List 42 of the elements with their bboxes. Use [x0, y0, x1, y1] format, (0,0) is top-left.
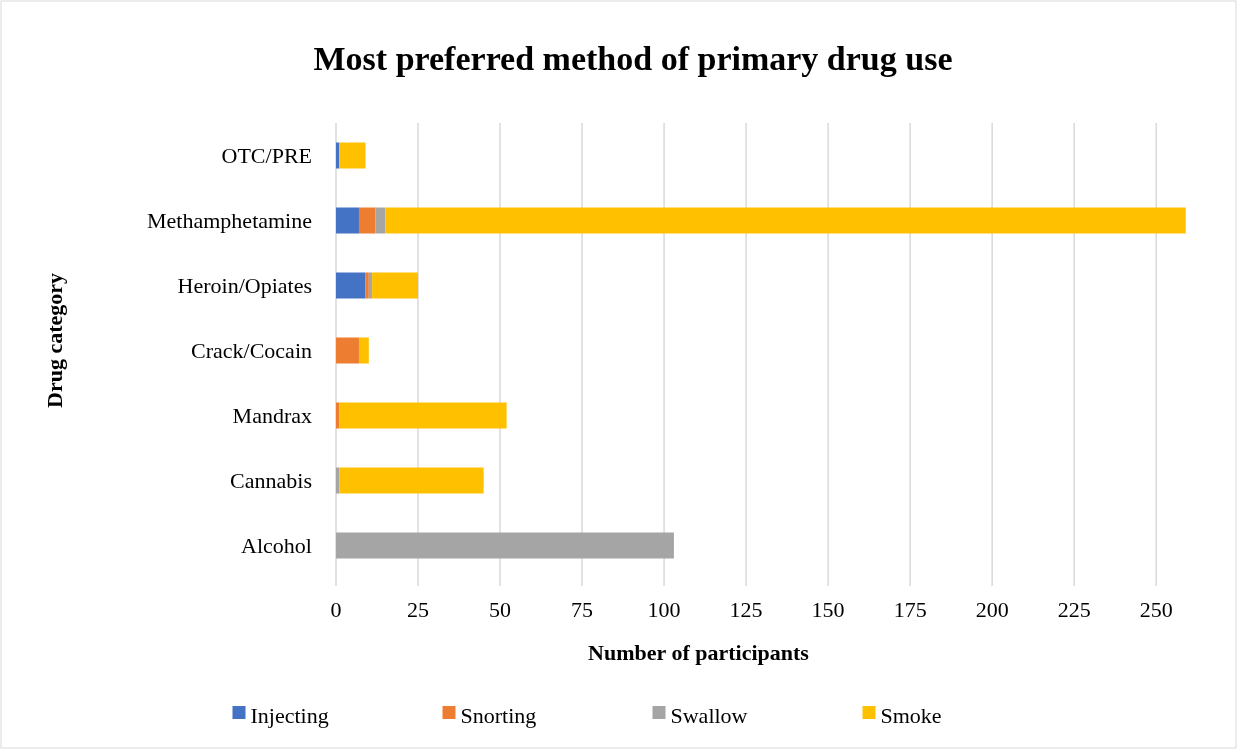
bar — [358, 337, 369, 364]
bar — [368, 272, 373, 299]
bar — [336, 402, 340, 429]
y-tick-label: Mandrax — [232, 403, 312, 429]
y-tick-label: OTC/PRE — [221, 143, 312, 169]
legend-label: Injecting — [250, 702, 329, 728]
legend-label: Smoke — [880, 702, 942, 728]
bar — [336, 467, 340, 494]
x-tick-label: 150 — [811, 597, 845, 622]
bar — [339, 467, 484, 494]
bar — [336, 337, 359, 364]
x-tick-label: 125 — [729, 597, 763, 622]
x-tick-label: 225 — [1057, 597, 1091, 622]
x-tick-label: 175 — [893, 597, 927, 622]
x-tick-label: 250 — [1139, 597, 1173, 622]
x-tick-label: 50 — [489, 597, 512, 622]
chart-title: Most preferred method of primary drug use — [313, 40, 953, 77]
bar — [336, 532, 674, 559]
bar — [358, 207, 376, 234]
bar — [339, 142, 366, 169]
bar — [365, 272, 369, 299]
bar — [339, 402, 507, 429]
x-axis-title: Number of participants — [588, 640, 810, 665]
bar — [375, 207, 386, 234]
x-tick-label: 100 — [647, 597, 681, 622]
y-tick-label: Heroin/Opiates — [177, 273, 312, 299]
y-tick-label: Methamphetamine — [147, 208, 312, 234]
x-tick-label: 0 — [330, 597, 342, 622]
y-tick-label: Cannabis — [230, 468, 312, 494]
legend-label: Snorting — [460, 702, 537, 728]
legend-label: Swallow — [670, 702, 748, 728]
x-tick-label: 75 — [571, 597, 594, 622]
y-tick-label: Alcohol — [241, 533, 312, 559]
bar — [336, 207, 359, 234]
y-tick-label: Crack/Cocain — [191, 338, 312, 364]
bar — [336, 272, 366, 299]
x-tick-label: 25 — [407, 597, 430, 622]
bar — [385, 207, 1186, 234]
bar — [372, 272, 419, 299]
y-axis-title: Drug category — [42, 272, 67, 409]
x-tick-label: 200 — [975, 597, 1009, 622]
bar — [336, 142, 340, 169]
